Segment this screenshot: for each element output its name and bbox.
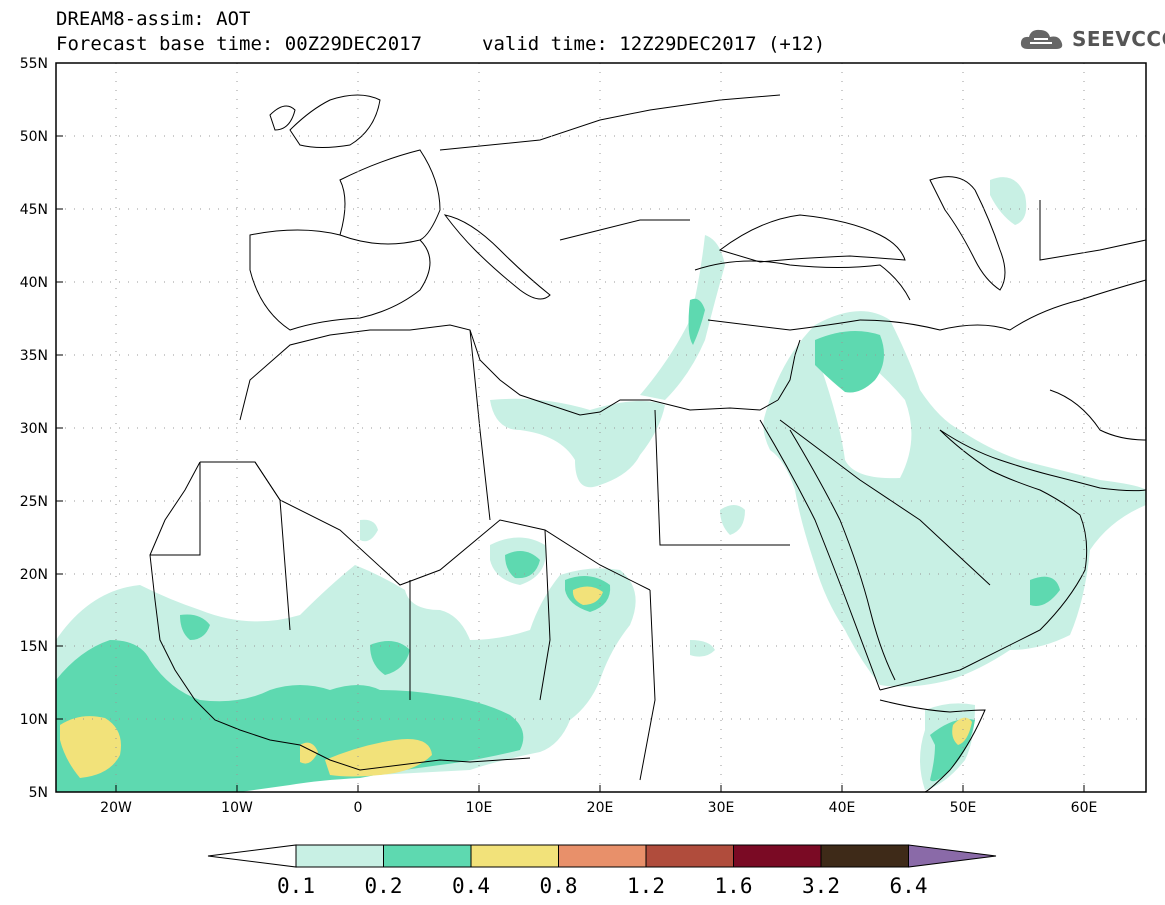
lon-label: 10E <box>466 800 493 816</box>
lat-label: 10N <box>20 712 48 728</box>
colorbar-segment <box>295 844 384 868</box>
lon-label: 10W <box>221 800 253 816</box>
map-title: DREAM8-assim: AOT <box>56 8 251 30</box>
cloud-icon <box>1020 29 1063 49</box>
lat-label: 20N <box>20 567 48 583</box>
latitude-labels: 55N 50N 45N 40N 35N 30N 25N 20N 15N 10N … <box>20 56 48 801</box>
colorbar-labels: 0.1 0.2 0.4 0.8 1.2 1.6 3.2 6.4 <box>277 874 927 898</box>
lat-label: 45N <box>20 202 48 218</box>
colorbar-segment <box>820 844 909 868</box>
lon-label: 30E <box>708 800 735 816</box>
lon-label: 20W <box>100 800 132 816</box>
lon-label: 0 <box>354 800 363 816</box>
lat-label: 40N <box>20 275 48 291</box>
colorbar-label: 0.1 <box>277 874 315 898</box>
colorbar-label: 0.2 <box>365 874 403 898</box>
lat-label: 25N <box>20 494 48 510</box>
lat-label: 35N <box>20 348 48 364</box>
aot-contours <box>56 177 1146 792</box>
lat-label: 5N <box>29 785 48 801</box>
lat-label: 50N <box>20 129 48 145</box>
lat-label: 55N <box>20 56 48 72</box>
colorbar-segment <box>470 844 559 868</box>
ticks <box>56 62 1085 792</box>
colorbar-segment <box>645 844 734 868</box>
lon-label: 50E <box>950 800 977 816</box>
colorbar-label: 1.2 <box>627 874 665 898</box>
logo-text: SEEVCCC <box>1072 27 1165 51</box>
colorbar-label: 6.4 <box>890 874 928 898</box>
lat-label: 15N <box>20 639 48 655</box>
lat-label: 30N <box>20 421 48 437</box>
colorbar-segment <box>733 844 822 868</box>
colorbar-label: 0.8 <box>540 874 578 898</box>
colorbar-segment <box>558 844 647 868</box>
lon-label: 20E <box>587 800 614 816</box>
colorbar-segment <box>383 844 472 868</box>
lon-label: 60E <box>1071 800 1098 816</box>
valid-time: valid time: 12Z29DEC2017 (+12) <box>482 33 826 55</box>
forecast-base-time: Forecast base time: 00Z29DEC2017 <box>56 33 423 55</box>
colorbar-label: 0.4 <box>452 874 490 898</box>
colorbar-right-triangle <box>908 844 997 868</box>
seevccc-logo: SEEVCCC <box>1018 24 1165 54</box>
colorbar-label: 1.6 <box>715 874 753 898</box>
colorbar-left-triangle <box>207 844 297 868</box>
colorbar-label: 3.2 <box>802 874 840 898</box>
lon-label: 40E <box>829 800 856 816</box>
longitude-labels: 20W 10W 0 10E 20E 30E 40E 50E 60E <box>100 800 1097 816</box>
coastlines <box>149 94 1146 792</box>
colorbar <box>207 844 997 868</box>
